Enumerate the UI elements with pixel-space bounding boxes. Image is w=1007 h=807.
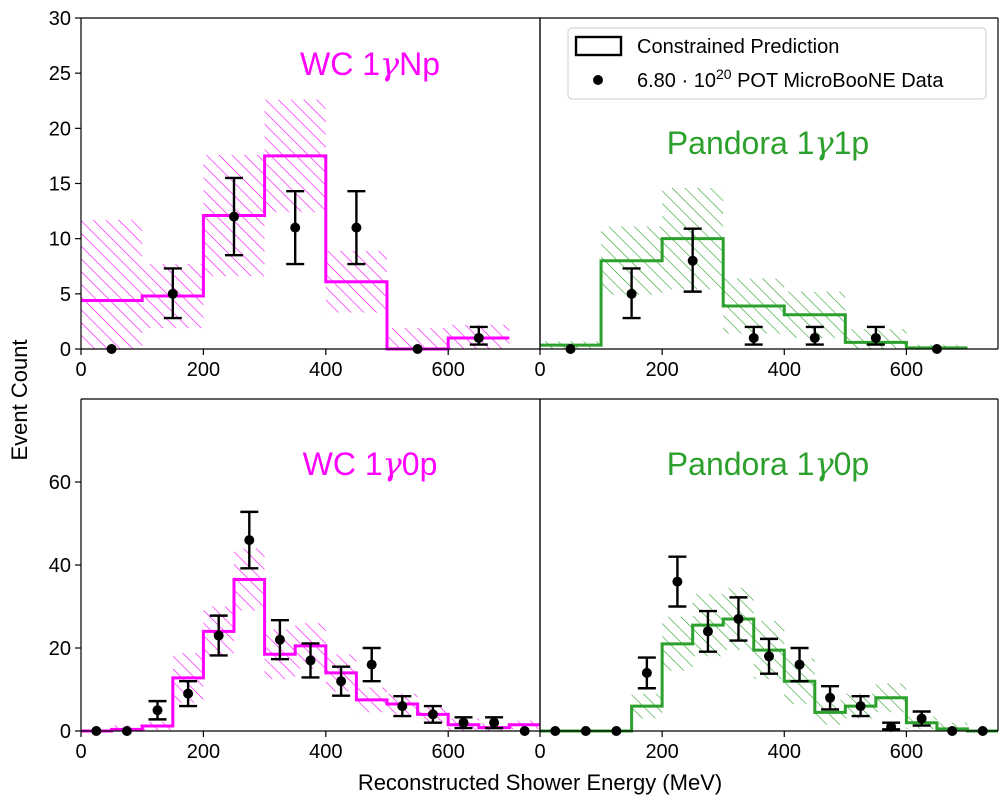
data-point xyxy=(458,717,469,728)
panel-pandora-1gamma-1p: 0 200 400 600 Pandora 1γ1p xyxy=(534,17,999,381)
data-point xyxy=(152,705,163,716)
data-point xyxy=(702,626,713,637)
x-tick-label: 200 xyxy=(187,741,220,763)
legend-data-label: 6.80 · 1020 POT MicroBooNE Data xyxy=(637,66,944,92)
x-tick-label: 400 xyxy=(768,359,801,381)
legend: Constrained Prediction 6.80 · 1020 POT M… xyxy=(567,27,987,100)
data-point xyxy=(641,667,652,678)
data-point xyxy=(825,692,836,703)
x-axis-label: Reconstructed Shower Energy (MeV) xyxy=(358,770,722,795)
data-point xyxy=(748,332,759,343)
data-point xyxy=(489,717,500,728)
legend-data-marker xyxy=(593,75,603,85)
y-tick-label: 15 xyxy=(49,174,71,196)
data-point xyxy=(305,655,316,666)
y-tick-label: 20 xyxy=(49,118,71,140)
data-point xyxy=(473,332,484,343)
data-point xyxy=(626,288,637,299)
data-point xyxy=(213,630,224,641)
x-tick-label: 600 xyxy=(890,359,923,381)
panel-title: WC 1γNp xyxy=(300,45,440,83)
x-tick-label: 0 xyxy=(534,359,545,381)
data-point xyxy=(672,576,683,587)
data-point xyxy=(764,651,774,662)
data-point xyxy=(397,701,408,712)
x-tick-label: 400 xyxy=(309,741,342,763)
data-point xyxy=(274,634,285,645)
data-point xyxy=(687,255,698,266)
y-tick-label: 0 xyxy=(60,339,71,361)
panel-title: Pandora 1γ1p xyxy=(667,124,869,162)
data-point xyxy=(794,659,805,670)
data-point xyxy=(733,613,744,624)
x-tick-label: 400 xyxy=(309,359,342,381)
panel-wc-1gamma-0p: 0 200 400 600 0 20 40 60 WC 1γ0p xyxy=(49,398,541,763)
data-point xyxy=(167,288,178,299)
x-tick-label: 400 xyxy=(768,741,801,763)
legend-frame xyxy=(567,27,987,100)
x-tick-label: 0 xyxy=(534,741,545,763)
legend-prediction-swatch xyxy=(574,35,623,57)
prediction-histogram-line xyxy=(540,237,968,350)
data-point xyxy=(809,332,820,343)
prediction-uncertainty-band xyxy=(81,219,143,349)
panel-title: Pandora 1γ0p xyxy=(667,445,869,483)
y-tick-label: 5 xyxy=(60,284,71,306)
y-tick-label: 0 xyxy=(60,721,71,743)
data-point xyxy=(244,535,255,546)
y-tick-label: 30 xyxy=(49,8,71,30)
data-point xyxy=(366,659,377,670)
data-point xyxy=(183,688,194,699)
x-tick-label: 600 xyxy=(432,741,465,763)
data-point xyxy=(290,222,301,233)
x-tick-label: 200 xyxy=(645,359,678,381)
x-tick-label: 200 xyxy=(645,741,678,763)
y-axis-label: Event Count xyxy=(7,339,32,460)
data-point xyxy=(427,709,438,720)
data-point xyxy=(229,211,239,222)
y-tick-label: 60 xyxy=(49,472,71,494)
data-point xyxy=(870,332,881,343)
y-tick-label: 25 xyxy=(49,63,71,85)
panel-title: WC 1γ0p xyxy=(303,445,438,483)
data-point xyxy=(886,721,897,732)
x-tick-label: 0 xyxy=(75,741,86,763)
x-tick-label: 600 xyxy=(432,359,465,381)
data-point xyxy=(916,713,927,724)
y-tick-label: 20 xyxy=(49,638,71,660)
x-tick-label: 0 xyxy=(75,359,86,381)
y-tick-label: 10 xyxy=(49,229,71,251)
data-point xyxy=(351,222,362,233)
panel-wc-1gamma-np: 0 200 400 600 0 5 10 15 20 25 30 WC 1γNp xyxy=(49,8,541,381)
data-point xyxy=(336,676,347,687)
y-tick-label: 40 xyxy=(49,555,71,577)
legend-prediction-label: Constrained Prediction xyxy=(637,36,839,58)
prediction-uncertainty-band xyxy=(387,328,449,349)
x-tick-label: 200 xyxy=(187,359,220,381)
panel-pandora-1gamma-0p: 0 200 400 600 Pandora 1γ0p xyxy=(534,398,999,763)
x-tick-label: 600 xyxy=(890,741,923,763)
data-point xyxy=(855,701,866,712)
